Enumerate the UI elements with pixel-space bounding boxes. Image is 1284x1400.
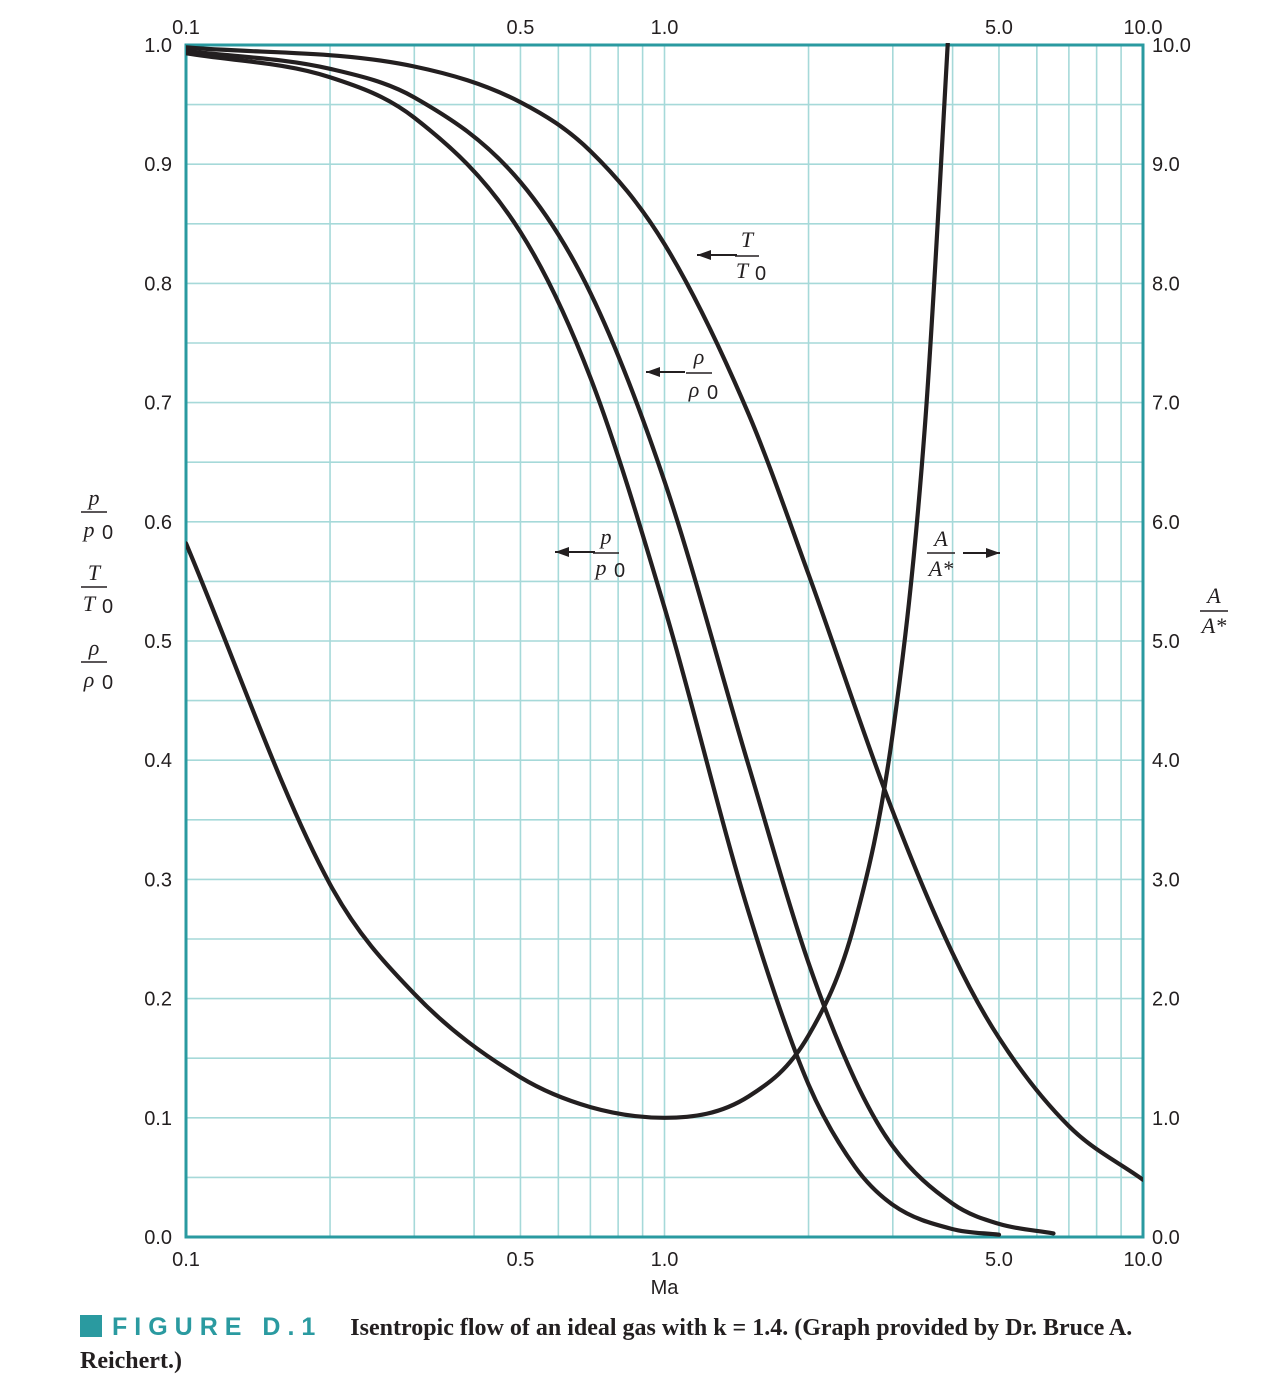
fraction-subscript: 0 [102, 596, 113, 618]
y-tick-label-right: 8.0 [1152, 273, 1180, 295]
y-tick-label-left: 0.3 [144, 869, 172, 891]
fraction-subscript: 0 [614, 560, 625, 582]
left-axis-label-p: pp 0 [81, 485, 113, 544]
fraction-numerator: T [88, 560, 102, 585]
fraction-denominator: T [736, 258, 750, 283]
curve-annotations: TT 0ρρ 0pp 0AA* [555, 227, 1000, 582]
y-tick-label-left: 0.2 [144, 989, 172, 1011]
arrow-right-icon [963, 548, 1000, 558]
curve-rho-over-ρ0 [186, 48, 1056, 1236]
x-tick-label-top: 10.0 [1124, 17, 1163, 39]
fraction-subscript: 0 [755, 263, 766, 285]
fraction-subscript: 0 [102, 522, 113, 544]
figure-label: FIGURE D.1 [112, 1313, 323, 1341]
y-tick-label-left: 1.0 [144, 35, 172, 57]
arrow-left-icon [555, 547, 595, 557]
arrow-left-icon [646, 367, 685, 377]
fraction-subscript: 0 [707, 382, 718, 404]
y-tick-label-left: 0.9 [144, 154, 172, 176]
right-axis-label: A A* [1200, 583, 1228, 638]
curve-a-over-astar [186, 43, 950, 1120]
caption-square-icon [80, 1315, 102, 1337]
y-tick-label-right: 1.0 [1152, 1108, 1180, 1130]
x-axis-label: Ma [651, 1277, 680, 1299]
figure-caption: FIGURE D.1 Isentropic flow of an ideal ga… [80, 1312, 1220, 1379]
x-tick-label-top: 0.1 [172, 17, 200, 39]
y-tick-label-left: 0.1 [144, 1108, 172, 1130]
left-axis-label-t: TT 0 [81, 560, 113, 618]
curve-p-over-p0 [186, 51, 1002, 1237]
y-tick-label-left: 0.8 [144, 273, 172, 295]
y-tick-label-right: 3.0 [1152, 869, 1180, 891]
fraction-denominator: A* [1200, 613, 1226, 638]
fraction-numerator: p [87, 485, 100, 510]
label-rho-over-rho0: ρρ 0 [686, 344, 718, 404]
isentropic-flow-chart: 0.10.10.50.51.01.05.05.010.010.00.00.10.… [81, 17, 1228, 1299]
grid [186, 45, 1143, 1237]
x-tick-label-bottom: 10.0 [1124, 1249, 1163, 1271]
y-tick-label-right: 4.0 [1152, 750, 1180, 772]
x-tick-label-bottom: 0.1 [172, 1249, 200, 1271]
fraction-denominator: A* [927, 556, 953, 581]
arrow-head [646, 367, 660, 377]
label-a-over-astar: A A* [927, 526, 955, 581]
fraction-denominator: p [82, 517, 95, 542]
fraction-denominator: T [83, 591, 97, 616]
y-tick-label-left: 0.4 [144, 750, 172, 772]
x-tick-label-bottom: 5.0 [985, 1249, 1013, 1271]
y-tick-label-left: 0.7 [144, 393, 172, 415]
y-tick-label-right: 10.0 [1152, 35, 1191, 57]
y-tick-label-right: 0.0 [1152, 1227, 1180, 1249]
tick-labels: 0.10.10.50.51.01.05.05.010.010.00.00.10.… [144, 17, 1191, 1271]
fraction-numerator: ρ [693, 344, 705, 369]
label-p-over-p0: pp 0 [593, 524, 625, 582]
fraction-numerator: A [1205, 583, 1221, 608]
arrow-head [986, 548, 1000, 558]
y-tick-label-right: 7.0 [1152, 393, 1180, 415]
y-tick-label-left: 0.0 [144, 1227, 172, 1249]
y-tick-label-right: 9.0 [1152, 154, 1180, 176]
x-tick-label-top: 0.5 [507, 17, 535, 39]
arrow-left-icon [697, 250, 737, 260]
fraction-numerator: T [741, 227, 755, 252]
label-t-over-t0: TT 0 [735, 227, 766, 285]
y-tick-label-right: 5.0 [1152, 631, 1180, 653]
plot-border [184, 43, 1145, 1239]
y-tick-label-right: 2.0 [1152, 989, 1180, 1011]
x-tick-label-top: 5.0 [985, 17, 1013, 39]
x-tick-label-bottom: 1.0 [651, 1249, 679, 1271]
plot-frame [184, 43, 1145, 1239]
curve-t-over-t0 [186, 45, 1143, 1182]
fraction-denominator: ρ [83, 667, 95, 692]
x-tick-label-bottom: 0.5 [507, 1249, 535, 1271]
fraction-subscript: 0 [102, 672, 113, 694]
arrow-head [697, 250, 711, 260]
fraction-numerator: p [599, 524, 612, 549]
fraction-numerator: ρ [88, 635, 100, 660]
left-axis-label-rho: ρρ 0 [81, 635, 113, 694]
y-tick-label-right: 6.0 [1152, 512, 1180, 534]
fraction-denominator: ρ [688, 377, 700, 402]
fraction-numerator: A [932, 526, 948, 551]
fraction-denominator: p [594, 555, 607, 580]
x-tick-label-top: 1.0 [651, 17, 679, 39]
caption-text: Isentropic flow of an ideal gas with k =… [80, 1315, 1133, 1374]
arrow-head [555, 547, 569, 557]
y-tick-label-left: 0.6 [144, 512, 172, 534]
y-tick-label-left: 0.5 [144, 631, 172, 653]
curves [186, 43, 1143, 1237]
